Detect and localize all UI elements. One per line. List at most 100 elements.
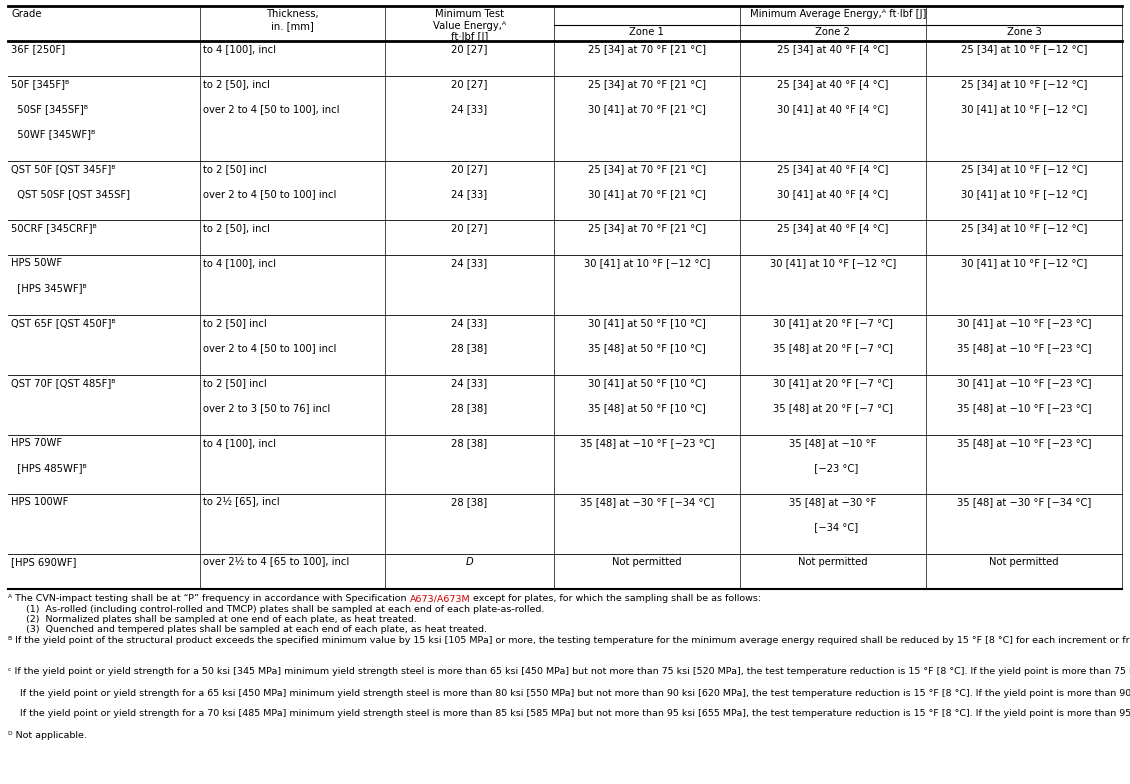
Text: to 2 [50], incl: to 2 [50], incl [202, 78, 269, 89]
Text: 35 [48] at 50 °F [10 °C]: 35 [48] at 50 °F [10 °C] [588, 403, 706, 413]
Text: 20 [27]: 20 [27] [451, 223, 487, 234]
Text: 25 [34] at 40 °F [4 °C]: 25 [34] at 40 °F [4 °C] [777, 164, 888, 173]
Text: 20 [27]: 20 [27] [451, 78, 487, 89]
Text: 25 [34] at 70 °F [21 °C]: 25 [34] at 70 °F [21 °C] [588, 44, 706, 54]
Text: HPS 70WF: HPS 70WF [11, 437, 62, 448]
Text: QST 50F [QST 345F]ᴮ: QST 50F [QST 345F]ᴮ [11, 164, 115, 173]
Text: [HPS 690WF]: [HPS 690WF] [11, 557, 77, 568]
Text: 30 [41] at 40 °F [4 °C]: 30 [41] at 40 °F [4 °C] [777, 103, 888, 114]
Text: 30 [41] at 10 °F [−12 °C]: 30 [41] at 10 °F [−12 °C] [584, 258, 710, 268]
Text: 30 [41] at 70 °F [21 °C]: 30 [41] at 70 °F [21 °C] [588, 189, 706, 198]
Text: If the yield point or yield strength for a 65 ksi [450 MPa] minimum yield streng: If the yield point or yield strength for… [8, 688, 1130, 698]
Text: 30 [41] at 20 °F [−7 °C]: 30 [41] at 20 °F [−7 °C] [773, 378, 893, 388]
Text: 30 [41] at 20 °F [−7 °C]: 30 [41] at 20 °F [−7 °C] [773, 318, 893, 328]
Text: 30 [41] at 40 °F [4 °C]: 30 [41] at 40 °F [4 °C] [777, 189, 888, 198]
Text: 50WF [345WF]ᴮ: 50WF [345WF]ᴮ [11, 129, 95, 139]
Text: 35 [48] at 20 °F [−7 °C]: 35 [48] at 20 °F [−7 °C] [773, 343, 893, 353]
Text: 35 [48] at −30 °F: 35 [48] at −30 °F [789, 498, 877, 507]
Text: 36F [250F]: 36F [250F] [11, 44, 66, 54]
Text: to 4 [100], incl: to 4 [100], incl [202, 44, 276, 54]
Text: Minimum Test
Value Energy,ᴬ
ft·lbf [J]: Minimum Test Value Energy,ᴬ ft·lbf [J] [433, 9, 506, 42]
Text: 30 [41] at −10 °F [−23 °C]: 30 [41] at −10 °F [−23 °C] [957, 378, 1092, 388]
Text: 25 [34] at 10 °F [−12 °C]: 25 [34] at 10 °F [−12 °C] [960, 223, 1087, 234]
Text: (2)  Normalized plates shall be sampled at one end of each plate, as heat treate: (2) Normalized plates shall be sampled a… [8, 615, 417, 624]
Text: 25 [34] at 40 °F [4 °C]: 25 [34] at 40 °F [4 °C] [777, 223, 888, 234]
Text: 24 [33]: 24 [33] [451, 378, 487, 388]
Text: to 4 [100], incl: to 4 [100], incl [202, 437, 276, 448]
Text: except for plates, for which the sampling shall be as follows:: except for plates, for which the samplin… [470, 594, 762, 603]
Text: 35 [48] at −10 °F [−23 °C]: 35 [48] at −10 °F [−23 °C] [957, 403, 1092, 413]
Text: 35 [48] at −30 °F [−34 °C]: 35 [48] at −30 °F [−34 °C] [580, 498, 714, 507]
Text: 35 [48] at 50 °F [10 °C]: 35 [48] at 50 °F [10 °C] [588, 343, 706, 353]
Text: 25 [34] at 40 °F [4 °C]: 25 [34] at 40 °F [4 °C] [777, 44, 888, 54]
Text: HPS 100WF: HPS 100WF [11, 498, 69, 507]
Text: HPS 50WF: HPS 50WF [11, 258, 62, 268]
Text: Grade: Grade [11, 9, 42, 19]
Text: [−34 °C]: [−34 °C] [808, 522, 858, 532]
Text: 24 [33]: 24 [33] [451, 103, 487, 114]
Text: A673/A673M: A673/A673M [409, 594, 470, 603]
Text: 30 [41] at 50 °F [10 °C]: 30 [41] at 50 °F [10 °C] [588, 318, 706, 328]
Text: 25 [34] at 10 °F [−12 °C]: 25 [34] at 10 °F [−12 °C] [960, 44, 1087, 54]
Text: Thickness,
in. [mm]: Thickness, in. [mm] [266, 9, 319, 31]
Text: 35 [48] at 20 °F [−7 °C]: 35 [48] at 20 °F [−7 °C] [773, 403, 893, 413]
Text: 35 [48] at −10 °F [−23 °C]: 35 [48] at −10 °F [−23 °C] [957, 437, 1092, 448]
Text: 28 [38]: 28 [38] [451, 498, 487, 507]
Text: QST 50SF [QST 345SF]: QST 50SF [QST 345SF] [11, 189, 130, 198]
Text: 28 [38]: 28 [38] [451, 437, 487, 448]
Text: 24 [33]: 24 [33] [451, 189, 487, 198]
Text: to 2 [50], incl: to 2 [50], incl [202, 223, 269, 234]
Text: 30 [41] at 10 °F [−12 °C]: 30 [41] at 10 °F [−12 °C] [960, 189, 1087, 198]
Text: If the yield point or yield strength for a 70 ksi [485 MPa] minimum yield streng: If the yield point or yield strength for… [8, 710, 1130, 718]
Text: to 2 [50] incl: to 2 [50] incl [202, 378, 267, 388]
Text: 30 [41] at 10 °F [−12 °C]: 30 [41] at 10 °F [−12 °C] [960, 103, 1087, 114]
Text: to 4 [100], incl: to 4 [100], incl [202, 258, 276, 268]
Text: 50F [345F]ᴮ: 50F [345F]ᴮ [11, 78, 69, 89]
Text: to 2½ [65], incl: to 2½ [65], incl [202, 498, 279, 507]
Text: ᴬ The CVN-impact testing shall be at “P” frequency in accordance with Specificat: ᴬ The CVN-impact testing shall be at “P”… [8, 594, 409, 603]
Text: 30 [41] at 50 °F [10 °C]: 30 [41] at 50 °F [10 °C] [588, 378, 706, 388]
Text: 30 [41] at 70 °F [21 °C]: 30 [41] at 70 °F [21 °C] [588, 103, 706, 114]
Text: 35 [48] at −10 °F [−23 °C]: 35 [48] at −10 °F [−23 °C] [580, 437, 714, 448]
Text: ᶜ If the yield point or yield strength for a 50 ksi [345 MPa] minimum yield stre: ᶜ If the yield point or yield strength f… [8, 667, 1130, 677]
Text: 50CRF [345CRF]ᴮ: 50CRF [345CRF]ᴮ [11, 223, 97, 234]
Text: 24 [33]: 24 [33] [451, 318, 487, 328]
Text: over 2 to 4 [50 to 100] incl: over 2 to 4 [50 to 100] incl [202, 343, 336, 353]
Text: 50SF [345SF]ᴮ: 50SF [345SF]ᴮ [11, 103, 88, 114]
Text: to 2 [50] incl: to 2 [50] incl [202, 318, 267, 328]
Text: Not permitted: Not permitted [798, 557, 868, 568]
Text: 20 [27]: 20 [27] [451, 44, 487, 54]
Text: (3)  Quenched and tempered plates shall be sampled at each end of each plate, as: (3) Quenched and tempered plates shall b… [8, 626, 487, 634]
Text: over 2½ to 4 [65 to 100], incl: over 2½ to 4 [65 to 100], incl [202, 557, 349, 568]
Text: (1)  As-rolled (including control-rolled and TMCP) plates shall be sampled at ea: (1) As-rolled (including control-rolled … [8, 604, 545, 614]
Text: Minimum Average Energy,ᴬ ft·lbf [J]: Minimum Average Energy,ᴬ ft·lbf [J] [749, 9, 927, 19]
Text: Zone 2: Zone 2 [816, 27, 851, 37]
Text: over 2 to 4 [50 to 100] incl: over 2 to 4 [50 to 100] incl [202, 189, 336, 198]
Text: QST 70F [QST 485F]ᴮ: QST 70F [QST 485F]ᴮ [11, 378, 115, 388]
Text: 35 [48] at −30 °F [−34 °C]: 35 [48] at −30 °F [−34 °C] [957, 498, 1092, 507]
Text: to 2 [50] incl: to 2 [50] incl [202, 164, 267, 173]
Text: 25 [34] at 40 °F [4 °C]: 25 [34] at 40 °F [4 °C] [777, 78, 888, 89]
Text: Not permitted: Not permitted [989, 557, 1059, 568]
Text: 24 [33]: 24 [33] [451, 258, 487, 268]
Text: QST 65F [QST 450F]ᴮ: QST 65F [QST 450F]ᴮ [11, 318, 115, 328]
Text: 25 [34] at 10 °F [−12 °C]: 25 [34] at 10 °F [−12 °C] [960, 78, 1087, 89]
Text: Zone 3: Zone 3 [1007, 27, 1042, 37]
Text: 25 [34] at 70 °F [21 °C]: 25 [34] at 70 °F [21 °C] [588, 78, 706, 89]
Text: 35 [48] at −10 °F [−23 °C]: 35 [48] at −10 °F [−23 °C] [957, 343, 1092, 353]
Text: D: D [466, 557, 473, 568]
Text: 30 [41] at −10 °F [−23 °C]: 30 [41] at −10 °F [−23 °C] [957, 318, 1092, 328]
Text: [HPS 485WF]ᴮ: [HPS 485WF]ᴮ [11, 463, 87, 473]
Text: Not permitted: Not permitted [612, 557, 681, 568]
Text: [−23 °C]: [−23 °C] [808, 463, 858, 473]
Text: Zone 1: Zone 1 [629, 27, 664, 37]
Text: over 2 to 4 [50 to 100], incl: over 2 to 4 [50 to 100], incl [202, 103, 339, 114]
Text: over 2 to 3 [50 to 76] incl: over 2 to 3 [50 to 76] incl [202, 403, 330, 413]
Text: ᴮ If the yield point of the structural product exceeds the specified minimum val: ᴮ If the yield point of the structural p… [8, 636, 1130, 645]
Text: [HPS 345WF]ᴮ: [HPS 345WF]ᴮ [11, 283, 87, 293]
Text: 28 [38]: 28 [38] [451, 343, 487, 353]
Text: 25 [34] at 70 °F [21 °C]: 25 [34] at 70 °F [21 °C] [588, 223, 706, 234]
Text: 20 [27]: 20 [27] [451, 164, 487, 173]
Text: 30 [41] at 10 °F [−12 °C]: 30 [41] at 10 °F [−12 °C] [770, 258, 896, 268]
Text: 28 [38]: 28 [38] [451, 403, 487, 413]
